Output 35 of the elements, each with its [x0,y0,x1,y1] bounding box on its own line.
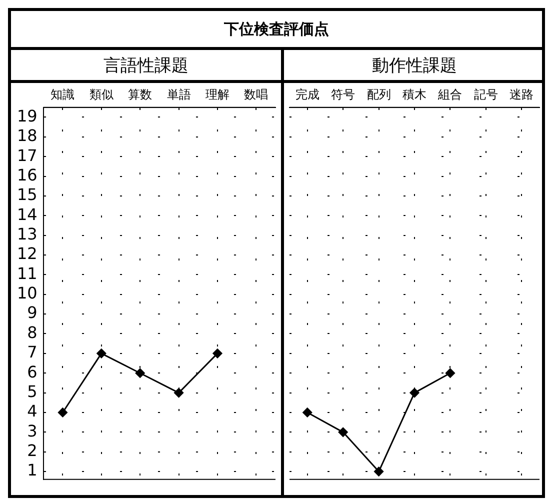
x-tick-label: 積木 [402,87,426,102]
y-tick-label: 18 [17,126,38,146]
x-tick-label: 数唱 [244,87,268,102]
chart-title: 言語性課題 [104,54,188,76]
y-tick-label: 5 [27,382,38,401]
y-tick-label: 15 [17,185,38,204]
x-tick-label: 記号 [474,87,498,102]
y-tick-label: 16 [17,165,38,184]
y-tick-label: 12 [17,244,38,264]
x-tick-label: 単語 [166,87,191,102]
text: 下位検査評価点 [224,20,329,38]
x-tick-label: 符号 [331,87,356,102]
y-tick-label: 19 [17,106,38,126]
chart-title: 動作性課題 [372,54,457,76]
y-tick-label: 4 [27,402,38,421]
y-tick-label: 8 [27,322,38,342]
x-tick-label: 組合 [437,87,462,102]
x-tick-label: 配列 [366,87,391,102]
y-tick-label: 11 [17,264,38,283]
y-tick-label: 3 [27,421,38,440]
x-tick-label: 理解 [205,87,230,102]
y-tick-label: 13 [17,224,38,244]
y-tick-label: 7 [27,342,38,362]
y-tick-label: 10 [17,284,38,303]
y-tick-label: 14 [17,204,38,224]
y-tick-label: 17 [17,146,38,165]
x-tick-label: 知識 [50,87,75,102]
x-tick-label: 類似 [89,87,114,102]
x-tick-label: 算数 [128,87,152,102]
y-tick-label: 9 [27,303,38,322]
x-tick-label: 迷路 [510,87,534,102]
x-tick-label: 完成 [295,87,320,102]
y-tick-label: 6 [27,362,38,382]
y-tick-label: 1 [27,460,38,480]
y-tick-label: 2 [27,441,38,460]
